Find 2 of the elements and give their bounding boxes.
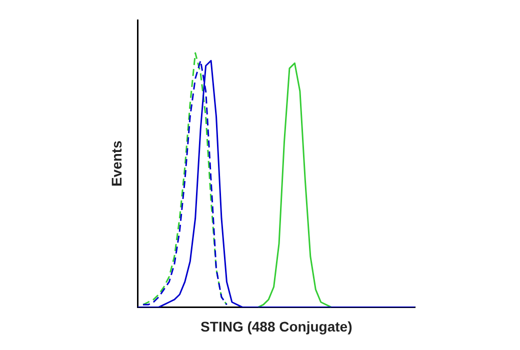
y-axis-title: Events (108, 140, 124, 187)
x-axis-title: STING (488 Conjugate) (200, 318, 352, 334)
